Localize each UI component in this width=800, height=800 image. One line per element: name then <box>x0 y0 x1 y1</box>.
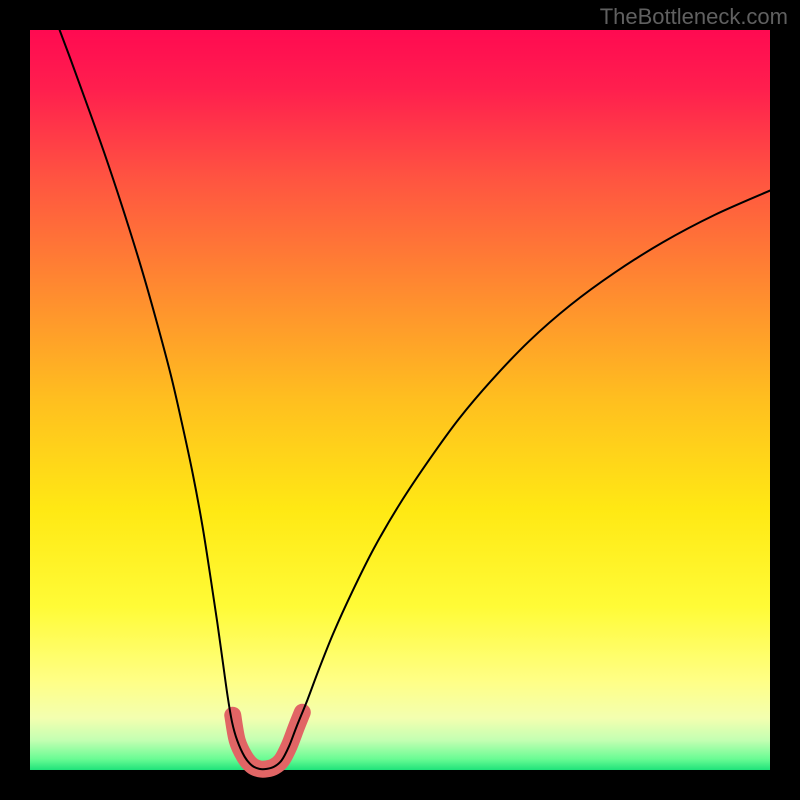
bottleneck-chart: TheBottleneck.com <box>0 0 800 800</box>
watermark-text: TheBottleneck.com <box>600 4 788 30</box>
plot-background <box>30 30 770 770</box>
chart-svg <box>0 0 800 800</box>
